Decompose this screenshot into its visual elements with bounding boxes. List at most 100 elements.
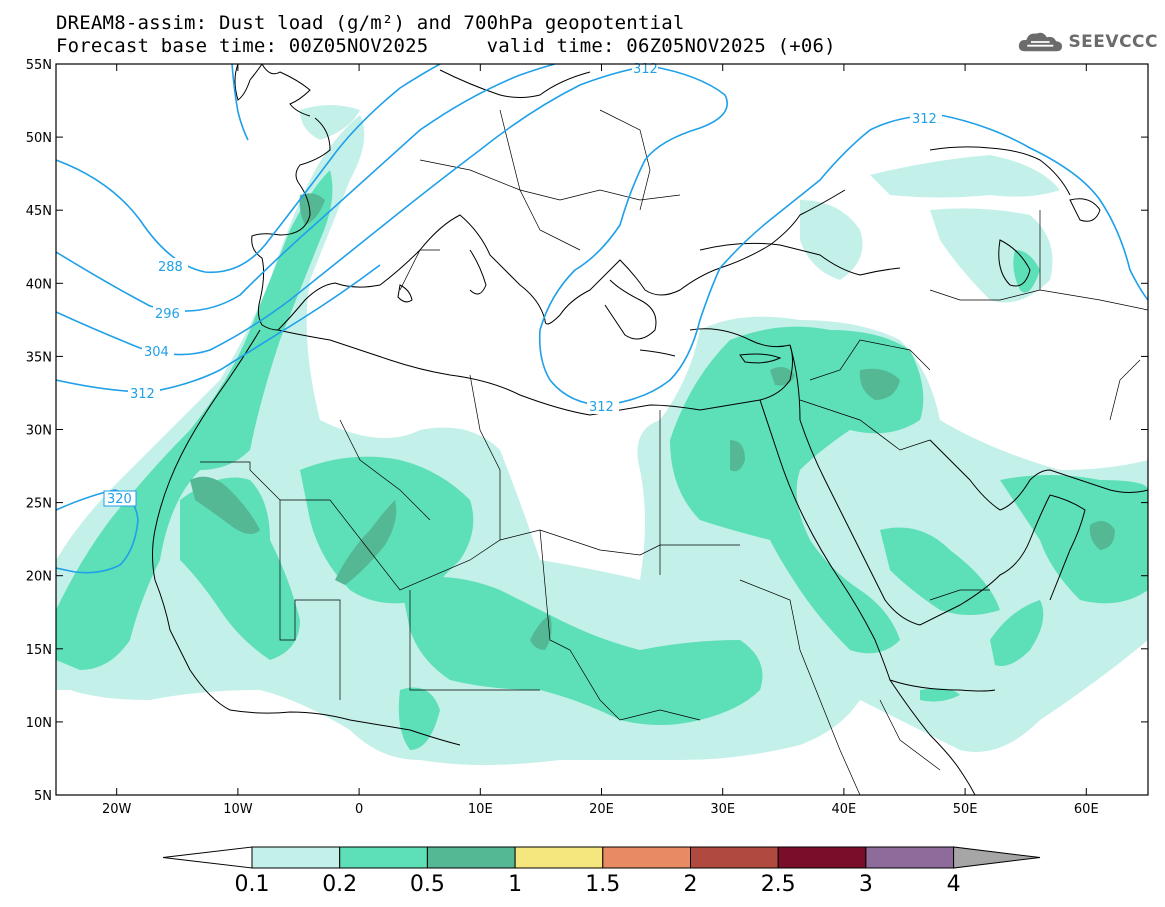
coast-north-africa [277,329,793,416]
contour-320 [56,489,139,574]
lat-label: 30N [26,424,52,439]
lon-label: 60E [1074,802,1099,817]
colorbar-label: 3 [859,872,873,897]
contour-label-312-med: 312 [589,400,614,415]
lon-label: 20W [102,802,132,817]
colorbar-swatch [602,846,691,869]
border-pakistan [1109,359,1141,421]
lat-label: 45N [26,204,52,219]
coast-turkey-south [689,328,791,348]
contour-296 [56,64,556,312]
border-ethiopia [879,699,941,771]
border-europe-vertical [499,109,581,251]
coast-red-sea-west [759,399,996,692]
contour-label-288: 288 [158,260,183,275]
lon-label: 50E [953,802,978,817]
coast-britain-east [261,64,311,117]
lon-label: 0 [355,802,363,817]
coast-cyprus [739,353,782,364]
coast-oman [1049,494,1086,601]
coast-italy [469,249,487,295]
colorbar-label: 2.5 [761,872,796,897]
lat-label: 15N [26,643,52,658]
coast-west-africa [152,329,461,746]
lat-label: 35N [26,350,52,365]
contour-280 [231,64,249,141]
colorbar-swatch [339,846,428,869]
coast-caspian [998,239,1031,287]
contour-label-320: 320 [107,492,132,507]
coastlines [152,64,1148,795]
lon-label: 10W [223,802,253,817]
border-yemen [929,589,990,601]
colorbar-swatch [514,846,604,869]
coast-arabia [789,344,1051,626]
lat-label: 50N [26,131,52,146]
border-chad [539,529,701,721]
borders [200,109,1148,795]
border-saudi-north [799,399,931,451]
coast-crete [639,349,676,357]
colorbar-arrow-low [162,846,253,869]
colorbar-label: 1 [508,872,522,897]
coast-caspian-north [929,146,1071,196]
coast-europe-south [251,117,846,331]
border-niger [409,590,540,691]
border-algeria-morocco [339,419,431,521]
border-sudan [739,579,821,701]
lon-label: 20E [589,802,614,817]
axis-ticks [56,63,1148,796]
colorbar-label: 4 [947,872,961,897]
colorbar-label: 0.2 [322,872,357,897]
coast-greece [604,279,657,340]
border-france-italy [399,249,440,291]
colorbar-label: 0.1 [235,872,270,897]
coast-sardinia [397,284,413,303]
dust-layer-heavy [190,193,1115,650]
lon-label: 30E [710,802,735,817]
lat-label: 20N [26,570,52,585]
colorbar-swatch [251,846,341,869]
contour-label-312-north: 312 [633,62,658,77]
map-subtitle: Forecast base time: 00Z05NOV2025 valid t… [56,35,836,57]
colorbar-arrow-high [953,846,1041,869]
lat-label: 10N [26,716,52,731]
border-iraq [809,339,931,381]
border-algeria-libya [469,374,501,540]
border-ukraine [599,109,651,211]
coast-britain [234,64,263,101]
lat-label: 5N [34,789,52,804]
coast-persian-gulf [929,439,1148,511]
border-east-africa [819,699,861,795]
lon-label: 40E [832,802,857,817]
contour-label-304: 304 [144,345,169,360]
coast-aral [1069,198,1101,222]
colorbar-label: 2 [684,872,698,897]
dust-layer-medium [56,170,1148,750]
seevccc-logo: SEEVCCC [1018,27,1158,57]
colorbar-swatch [865,846,955,869]
lat-labels: 55N 50N 45N 40N 35N 30N 25N 20N 15N 10N 5N [26,58,52,804]
colorbar-label: 1.5 [585,872,620,897]
contour-label-312-west: 312 [130,387,155,402]
contour-label-296: 296 [155,307,180,322]
colorbar-label: 0.5 [410,872,445,897]
lat-label: 40N [26,277,52,292]
coast-baltic [439,69,591,98]
colorbar-swatch [690,846,779,869]
border-iran-north [929,289,1148,311]
contour-288 [56,64,441,274]
map-title: DREAM8-assim: Dust load (g/m²) and 700hP… [56,12,685,34]
colorbar-swatch [426,846,516,869]
contour-312 [56,264,381,393]
coast-somalia [889,679,976,795]
dust-shading [56,105,1148,765]
lat-label: 25N [26,497,52,512]
coast-turkey-north [699,242,901,276]
border-mauritania [200,461,341,700]
border-europe-central [419,159,681,201]
colorbar: 0.1 0.2 0.5 1 1.5 2 2.5 3 4 [162,846,1041,897]
colorbar-swatch [777,846,867,869]
cloud-logo-icon [1018,32,1063,52]
